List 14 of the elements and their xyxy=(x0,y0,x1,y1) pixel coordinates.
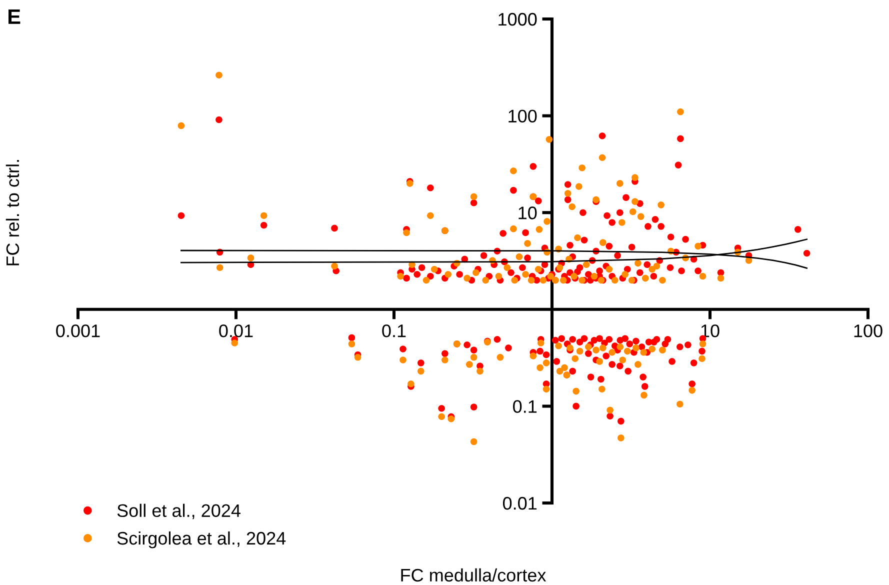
legend-label: Soll et al., 2024 xyxy=(117,504,240,520)
y-tick-label: 1000 xyxy=(498,12,537,26)
chart-title: E xyxy=(8,10,20,24)
y-tick-label: 10 xyxy=(518,206,537,220)
x-tick-label: 0.01 xyxy=(219,324,253,338)
x-axis-title: FC medulla/cortex xyxy=(401,568,546,582)
y-tick-label: 100 xyxy=(508,110,537,123)
y-axis-title: FC rel. to ctrl. xyxy=(6,160,20,266)
x-tick-label: 0.001 xyxy=(56,324,100,338)
y-tick-label: 0.1 xyxy=(513,400,537,413)
x-tick-label: 100 xyxy=(854,324,882,338)
legend-label: Scirgolea et al., 2024 xyxy=(117,531,286,548)
x-tick-label: 0.1 xyxy=(382,324,406,338)
y-tick-label: 0.01 xyxy=(502,496,537,510)
